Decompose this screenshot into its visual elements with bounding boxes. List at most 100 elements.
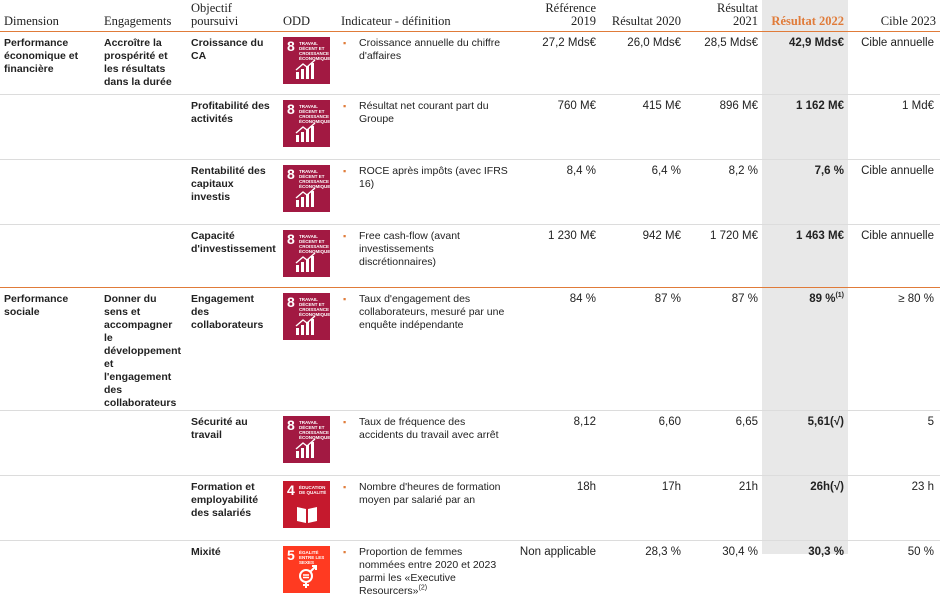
bullet-icon: ▪: [343, 231, 347, 241]
bullet-icon: ▪: [343, 38, 347, 48]
ref2019-cell: Non applicable: [519, 546, 596, 558]
empty-cell: [100, 541, 187, 607]
dimension-cell: Performance sociale: [4, 293, 69, 318]
sdg-badge: 8 TRAVAIL DÉCENT ET CROISSANCE ÉCONOMIQU…: [283, 100, 330, 147]
dimension-cell: Performance économique et financière: [4, 37, 79, 75]
ref2019-cell: 8,4 %: [566, 165, 596, 177]
res2022-cell: 1 162 M€: [762, 95, 848, 160]
cible2023-cell: 23 h: [911, 481, 934, 493]
indicateur-text: Taux de fréquence des accidents du trava…: [359, 416, 499, 441]
bullet-icon: ▪: [343, 101, 347, 111]
indicateur-text: Croissance annuelle du chiffre d'affaire…: [359, 37, 501, 62]
empty-cell: [0, 411, 100, 476]
res2022-value: 30,3 %: [808, 546, 844, 558]
bullet-icon: ▪: [343, 417, 347, 427]
res2022-cell: 5,61(√): [762, 411, 848, 476]
ref2019-cell: 18h: [576, 481, 596, 493]
sdg-title: ÉGALITÉ ENTRE LES SEXES: [299, 550, 325, 565]
header-engagements: Engagements: [104, 14, 172, 28]
sdg-badge: 8 TRAVAIL DÉCENT ET CROISSANCE ÉCONOMIQU…: [283, 416, 330, 463]
empty-cell: [100, 225, 187, 288]
sdg-badge: 8 TRAVAIL DÉCENT ET CROISSANCE ÉCONOMIQU…: [283, 165, 330, 212]
sdg-number: 8: [287, 231, 295, 247]
odd-cell: 5 ÉGALITÉ ENTRE LES SEXES: [279, 541, 337, 607]
cible2023-cell: 5: [927, 416, 934, 428]
cible2023-cell: Cible annuelle: [861, 230, 934, 242]
cible2023-cell: 1 Md€: [902, 100, 934, 112]
sdg-title: TRAVAIL DÉCENT ET CROISSANCE ÉCONOMIQUE: [299, 169, 331, 189]
odd-cell: 8 TRAVAIL DÉCENT ET CROISSANCE ÉCONOMIQU…: [279, 225, 337, 288]
res2022-cell: 89 %(1): [762, 288, 848, 411]
header-objectif: Objectif poursuivi: [191, 1, 239, 28]
objectif-cell: Croissance du CA: [191, 37, 264, 62]
sdg-number: 8: [287, 166, 295, 182]
res2020-cell: 17h: [661, 481, 681, 493]
table-row: Profitabilité des activités 8 TRAVAIL DÉ…: [0, 95, 940, 160]
res2021-cell: 87 %: [731, 293, 758, 305]
sdg-title: ÉDUCATION DE QUALITÉ: [299, 485, 327, 495]
footnote-ref: (1): [835, 292, 844, 300]
res2021-cell: 6,65: [735, 416, 758, 428]
bullet-icon: ▪: [343, 547, 347, 557]
ref2019-cell: 760 M€: [557, 100, 596, 112]
ref2019-cell: 8,12: [573, 416, 596, 428]
objectif-cell: Rentabilité des capitaux investis: [191, 165, 266, 203]
indicateur-cell: ▪ Croissance annuelle du chiffre d'affai…: [337, 32, 515, 95]
empty-cell: [100, 476, 187, 541]
empty-cell: [0, 225, 100, 288]
table-row: Performance économique et financière Accr…: [0, 32, 940, 95]
res2021-cell: 21h: [738, 481, 758, 493]
engagement-cell: Donner du sens et accompagner le dévelop…: [104, 293, 182, 409]
header-cible2023: Cible 2023: [880, 14, 936, 28]
objectif-cell: Capacité d'investissement: [191, 230, 276, 255]
res2020-cell: 942 M€: [642, 230, 681, 242]
sdg-number: 8: [287, 294, 295, 310]
header-dimension: Dimension: [4, 14, 59, 28]
res2021-cell: 1 720 M€: [710, 230, 758, 242]
sdg-number: 8: [287, 38, 295, 54]
sdg-number: 5: [287, 547, 295, 563]
bullet-icon: ▪: [343, 294, 347, 304]
odd-cell: 4 ÉDUCATION DE QUALITÉ: [279, 476, 337, 541]
res2022-cell: 42,9 Mds€: [762, 32, 848, 95]
sdg-badge: 8 TRAVAIL DÉCENT ET CROISSANCE ÉCONOMIQU…: [283, 293, 330, 340]
ref2019-cell: 27,2 Mds€: [542, 37, 596, 49]
res2021-cell: 28,5 Mds€: [704, 37, 758, 49]
sdg-title: TRAVAIL DÉCENT ET CROISSANCE ÉCONOMIQUE: [299, 104, 331, 124]
sdg-badge: 5 ÉGALITÉ ENTRE LES SEXES: [283, 546, 330, 593]
odd-cell: 8 TRAVAIL DÉCENT ET CROISSANCE ÉCONOMIQU…: [279, 411, 337, 476]
indicateur-cell: ▪ ROCE après impôts (avec IFRS 16): [337, 160, 515, 225]
res2022-value: 26h(√): [810, 481, 844, 493]
res2020-cell: 415 M€: [642, 100, 681, 112]
res2022-value: 5,61(√): [807, 416, 844, 428]
bullet-icon: ▪: [343, 482, 347, 492]
sdg-title: TRAVAIL DÉCENT ET CROISSANCE ÉCONOMIQUE: [299, 234, 331, 254]
indicateur-text: Nombre d'heures de formation moyen par s…: [359, 481, 501, 506]
res2022-cell: 7,6 %: [762, 160, 848, 225]
res2020-cell: 26,0 Mds€: [627, 37, 681, 49]
sdg-badge: 8 TRAVAIL DÉCENT ET CROISSANCE ÉCONOMIQU…: [283, 230, 330, 277]
res2022-value: 1 162 M€: [796, 100, 844, 112]
cible2023-cell: Cible annuelle: [861, 165, 934, 177]
objectif-cell: Profitabilité des activités: [191, 100, 270, 125]
odd-cell: 8 TRAVAIL DÉCENT ET CROISSANCE ÉCONOMIQU…: [279, 160, 337, 225]
header-res2022: Résultat 2022: [771, 14, 844, 28]
table-row: Performance sociale Donner du sens et acc…: [0, 288, 940, 411]
objectif-cell: Engagement des collaborateurs: [191, 293, 264, 331]
cible2023-cell: Cible annuelle: [861, 37, 934, 49]
highlight-column-2022: [762, 0, 848, 554]
ref2019-cell: 84 %: [569, 293, 596, 305]
empty-cell: [100, 95, 187, 160]
bullet-icon: ▪: [343, 166, 347, 176]
table-row: Sécurité au travail 8 TRAVAIL DÉCENT ET …: [0, 411, 940, 476]
indicateur-cell: ▪ Résultat net courant part du Groupe: [337, 95, 515, 160]
empty-cell: [0, 95, 100, 160]
empty-cell: [0, 541, 100, 607]
sdg-number: 8: [287, 101, 295, 117]
indicateur-cell: ▪ Taux d'engagement des collaborateurs, …: [337, 288, 515, 411]
header-res2021: Résultat 2021: [717, 1, 758, 28]
sdg-title: TRAVAIL DÉCENT ET CROISSANCE ÉCONOMIQUE: [299, 420, 331, 440]
ref2019-cell: 1 230 M€: [548, 230, 596, 242]
res2022-value: 89 %: [809, 293, 836, 305]
